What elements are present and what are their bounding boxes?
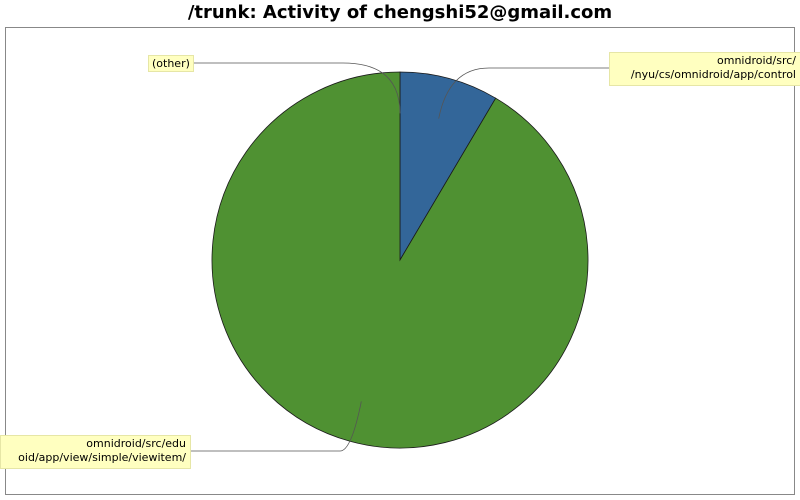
leader-line-0 [438,67,609,119]
slice-label-text-2-0: (other) [152,57,190,70]
pie-slice-0 [399,71,497,262]
slices-layer [211,71,589,449]
slice-label-box-1 [0,435,191,469]
slice-label-0: omnidroid/src//nyu/cs/omnidroid/app/cont… [609,52,800,86]
leader-line-2 [193,62,401,114]
slice-label-box-0 [609,52,800,86]
chart-title: /trunk: Activity of chengshi52@gmail.com [187,2,613,23]
leader-lines-layer [190,62,609,452]
slice-label-text-0-0: omnidroid/src/ [717,54,796,67]
slice-label-text-1-0: omnidroid/src/edu [86,437,186,450]
pie-slice-1 [211,71,589,449]
slice-label-text-0-1: /nyu/cs/omnidroid/app/control [631,68,796,81]
slice-label-1: omnidroid/src/eduoid/app/view/simple/vie… [0,435,191,469]
slice-label-text-1-1: oid/app/view/simple/viewitem/ [18,451,186,464]
slice-labels-layer: omnidroid/src//nyu/cs/omnidroid/app/cont… [0,52,800,469]
slice-label-2: (other) [148,55,194,72]
slice-label-box-2 [148,55,194,72]
leader-line-1 [190,401,362,452]
